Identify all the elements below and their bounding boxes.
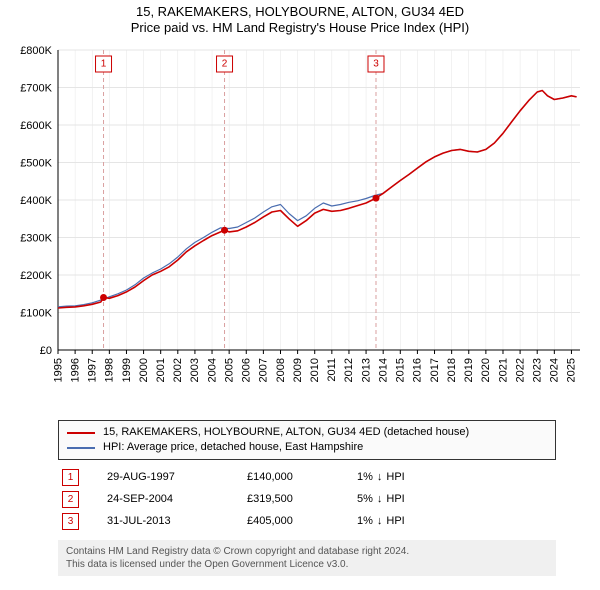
sale-marker-3: 3 <box>62 513 79 530</box>
svg-text:2007: 2007 <box>258 358 270 382</box>
sales-table: 1 29-AUG-1997 £140,000 1% ↓ HPI 2 24-SEP… <box>58 466 556 532</box>
sale-diff-3: 1% ↓ HPI <box>357 515 405 527</box>
sale-date-2: 24-SEP-2004 <box>107 493 247 505</box>
svg-text:2019: 2019 <box>463 358 475 382</box>
svg-text:£300K: £300K <box>20 233 52 245</box>
legend-label-subject: 15, RAKEMAKERS, HOLYBOURNE, ALTON, GU34 … <box>103 425 469 440</box>
svg-text:£500K: £500K <box>20 158 52 170</box>
legend-swatch-hpi <box>67 447 95 449</box>
svg-text:2011: 2011 <box>326 358 338 382</box>
svg-text:1999: 1999 <box>121 358 133 382</box>
svg-text:2017: 2017 <box>429 358 441 382</box>
sales-row-2: 2 24-SEP-2004 £319,500 5% ↓ HPI <box>58 488 556 510</box>
sales-row-1: 1 29-AUG-1997 £140,000 1% ↓ HPI <box>58 466 556 488</box>
svg-text:2: 2 <box>222 59 228 70</box>
svg-text:2022: 2022 <box>514 358 526 382</box>
arrow-down-icon: ↓ <box>377 471 383 483</box>
svg-text:2002: 2002 <box>172 358 184 382</box>
svg-text:£200K: £200K <box>20 270 52 282</box>
svg-text:2021: 2021 <box>497 358 509 382</box>
svg-text:2000: 2000 <box>138 358 150 382</box>
svg-text:£800K: £800K <box>20 45 52 57</box>
title-subtitle: Price paid vs. HM Land Registry's House … <box>0 20 600 36</box>
sale-price-3: £405,000 <box>247 515 357 527</box>
svg-text:2003: 2003 <box>189 358 201 382</box>
chart-titles: 15, RAKEMAKERS, HOLYBOURNE, ALTON, GU34 … <box>0 0 600 36</box>
svg-text:2010: 2010 <box>309 358 321 382</box>
svg-text:2008: 2008 <box>275 358 287 382</box>
sale-date-1: 29-AUG-1997 <box>107 471 247 483</box>
sale-marker-2: 2 <box>62 491 79 508</box>
svg-text:£100K: £100K <box>20 308 52 320</box>
footer-attribution: Contains HM Land Registry data © Crown c… <box>58 540 556 576</box>
svg-text:£400K: £400K <box>20 195 52 207</box>
sale-marker-1: 1 <box>62 469 79 486</box>
svg-text:2004: 2004 <box>206 358 218 382</box>
svg-text:2016: 2016 <box>412 358 424 382</box>
legend-item-hpi: HPI: Average price, detached house, East… <box>67 440 547 455</box>
legend-swatch-subject <box>67 432 95 434</box>
sales-row-3: 3 31-JUL-2013 £405,000 1% ↓ HPI <box>58 510 556 532</box>
svg-text:2014: 2014 <box>377 358 389 382</box>
chart-area: £0 £100K £200K £300K £400K £500K £600K £700K £80… <box>8 40 592 410</box>
price-chart-svg: £0 £100K £200K £300K £400K £500K £600K £700K £80… <box>8 40 592 410</box>
sale-date-3: 31-JUL-2013 <box>107 515 247 527</box>
svg-text:2006: 2006 <box>241 358 253 382</box>
svg-text:1997: 1997 <box>87 358 99 382</box>
svg-text:£600K: £600K <box>20 120 52 132</box>
svg-text:£700K: £700K <box>20 83 52 95</box>
svg-text:2015: 2015 <box>395 358 407 382</box>
svg-text:3: 3 <box>373 59 379 70</box>
svg-text:2024: 2024 <box>549 358 561 382</box>
legend-item-subject: 15, RAKEMAKERS, HOLYBOURNE, ALTON, GU34 … <box>67 425 547 440</box>
legend-label-hpi: HPI: Average price, detached house, East… <box>103 440 363 455</box>
sale-diff-2: 5% ↓ HPI <box>357 493 405 505</box>
footer-line1: Contains HM Land Registry data © Crown c… <box>66 545 548 558</box>
sale-price-2: £319,500 <box>247 493 357 505</box>
svg-text:2005: 2005 <box>223 358 235 382</box>
sale-diff-1: 1% ↓ HPI <box>357 471 405 483</box>
sale-price-1: £140,000 <box>247 471 357 483</box>
svg-text:2001: 2001 <box>155 358 167 382</box>
svg-text:1996: 1996 <box>69 358 81 382</box>
svg-text:1995: 1995 <box>52 358 64 382</box>
legend: 15, RAKEMAKERS, HOLYBOURNE, ALTON, GU34 … <box>58 420 556 460</box>
svg-text:2023: 2023 <box>532 358 544 382</box>
svg-text:1: 1 <box>101 59 107 70</box>
arrow-down-icon: ↓ <box>377 515 383 527</box>
svg-text:£0: £0 <box>40 345 52 357</box>
svg-text:2012: 2012 <box>343 358 355 382</box>
footer-line2: This data is licensed under the Open Gov… <box>66 558 548 571</box>
svg-text:2025: 2025 <box>566 358 578 382</box>
title-address: 15, RAKEMAKERS, HOLYBOURNE, ALTON, GU34 … <box>0 4 600 20</box>
arrow-down-icon: ↓ <box>377 493 383 505</box>
svg-text:2018: 2018 <box>446 358 458 382</box>
svg-text:2020: 2020 <box>480 358 492 382</box>
svg-text:1998: 1998 <box>104 358 116 382</box>
svg-text:2009: 2009 <box>292 358 304 382</box>
svg-text:2013: 2013 <box>360 358 372 382</box>
